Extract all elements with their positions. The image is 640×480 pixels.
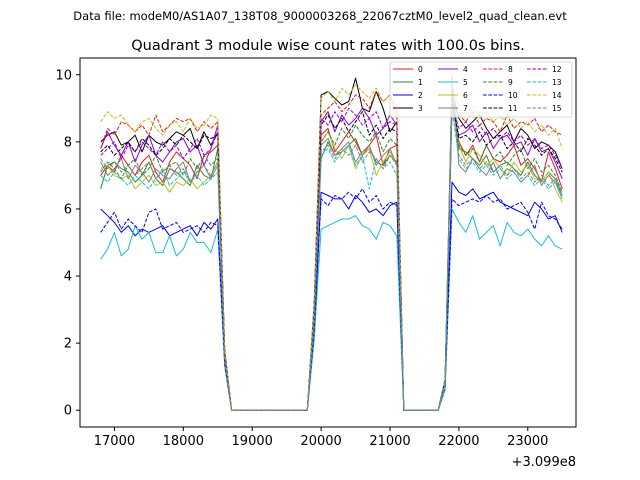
series-line-8 bbox=[100, 91, 563, 411]
legend-label-15: 15 bbox=[552, 104, 562, 113]
legend-label-0: 0 bbox=[418, 65, 423, 74]
legend-label-3: 3 bbox=[418, 104, 423, 113]
series-line-11 bbox=[100, 97, 563, 411]
x-tick-label: 23000 bbox=[507, 434, 548, 449]
legend-label-10: 10 bbox=[508, 91, 518, 100]
series-line-10 bbox=[100, 188, 563, 411]
figure-suptitle: Data file: modeM0/AS1A07_138T08_90000032… bbox=[73, 9, 567, 23]
series-line-15 bbox=[100, 94, 563, 411]
series-layer bbox=[100, 74, 563, 411]
legend-frame bbox=[389, 61, 573, 118]
series-line-13 bbox=[100, 107, 563, 411]
x-tick-label: 21000 bbox=[369, 434, 410, 449]
series-line-9 bbox=[100, 97, 563, 411]
x-tick-label: 19000 bbox=[232, 434, 273, 449]
chart-title: Quadrant 3 module wise count rates with … bbox=[131, 38, 525, 54]
y-tick-label: 2 bbox=[64, 337, 72, 352]
series-line-12 bbox=[100, 104, 563, 411]
legend-label-13: 13 bbox=[552, 78, 562, 87]
x-tick-label: 20000 bbox=[300, 434, 341, 449]
legend-label-11: 11 bbox=[508, 104, 518, 113]
x-tick-label: 17000 bbox=[94, 434, 135, 449]
legend-label-14: 14 bbox=[552, 91, 562, 100]
legend-label-5: 5 bbox=[463, 78, 468, 87]
y-tick-label: 0 bbox=[64, 404, 72, 419]
series-line-7 bbox=[100, 74, 563, 411]
y-tick-label: 6 bbox=[64, 202, 72, 217]
series-line-3 bbox=[100, 77, 563, 411]
y-tick-label: 10 bbox=[55, 68, 72, 83]
legend-label-6: 6 bbox=[463, 91, 468, 100]
y-tick-label: 8 bbox=[64, 135, 72, 150]
legend-label-12: 12 bbox=[552, 65, 562, 74]
legend-label-9: 9 bbox=[508, 78, 513, 87]
legend-label-1: 1 bbox=[418, 78, 423, 87]
x-axis: 17000 18000 19000 20000 21000 22000 23000 bbox=[94, 427, 548, 449]
legend-label-2: 2 bbox=[418, 91, 423, 100]
x-axis-offset-label: +3.099e8 bbox=[512, 455, 576, 470]
series-line-5 bbox=[100, 208, 563, 411]
legend-label-8: 8 bbox=[508, 65, 513, 74]
series-line-1 bbox=[100, 87, 563, 411]
x-tick-label: 22000 bbox=[438, 434, 479, 449]
plot-area-frame bbox=[79, 57, 577, 428]
y-axis: 0 2 4 6 8 10 bbox=[55, 68, 80, 419]
legend-label-4: 4 bbox=[463, 65, 468, 74]
x-tick-label: 18000 bbox=[163, 434, 204, 449]
y-tick-label: 4 bbox=[64, 270, 72, 285]
legend-label-7: 7 bbox=[463, 104, 468, 113]
